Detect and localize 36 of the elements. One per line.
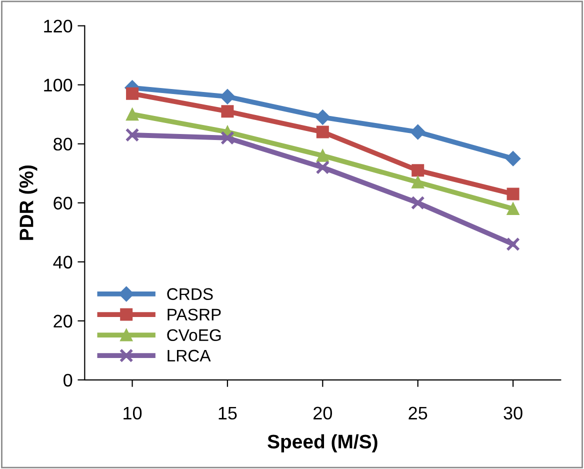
- point: [316, 160, 330, 174]
- point: [220, 130, 234, 145]
- y-tick-label: 40: [53, 256, 72, 269]
- point: [315, 110, 330, 125]
- y-tick-label: 0: [64, 374, 72, 387]
- point: [410, 124, 426, 140]
- x-tick-label: 15: [218, 406, 237, 420]
- point: [506, 237, 520, 252]
- y-tick-label: 120: [44, 20, 72, 33]
- point: [125, 128, 140, 142]
- point: [316, 149, 329, 162]
- point: [316, 126, 329, 138]
- point: [126, 108, 139, 121]
- point: [412, 176, 424, 188]
- point: [410, 196, 425, 210]
- y-tick-label: 80: [54, 138, 72, 151]
- legend-label: LRCA: [168, 350, 211, 362]
- x-tick-label: 20: [314, 406, 332, 420]
- x-axis-title: Speed (M/S): [268, 434, 378, 452]
- y-axis-title: PDR (%): [19, 165, 38, 240]
- point: [221, 105, 234, 118]
- legend-label: CVoEG: [167, 329, 221, 342]
- point: [506, 188, 520, 200]
- legend-label: CRDS: [167, 288, 213, 300]
- y-tick-label: 100: [44, 78, 72, 92]
- point: [506, 202, 520, 215]
- legend-label: PASRP: [168, 308, 221, 321]
- point: [220, 89, 236, 104]
- point: [505, 151, 521, 166]
- x-tick-label: 25: [408, 406, 428, 420]
- y-tick-label: 20: [54, 314, 72, 328]
- x-tick-label: 30: [504, 406, 522, 420]
- y-tick-label: 60: [54, 196, 72, 210]
- x-tick-label: 10: [124, 406, 142, 420]
- point: [126, 87, 139, 100]
- point: [412, 164, 424, 177]
